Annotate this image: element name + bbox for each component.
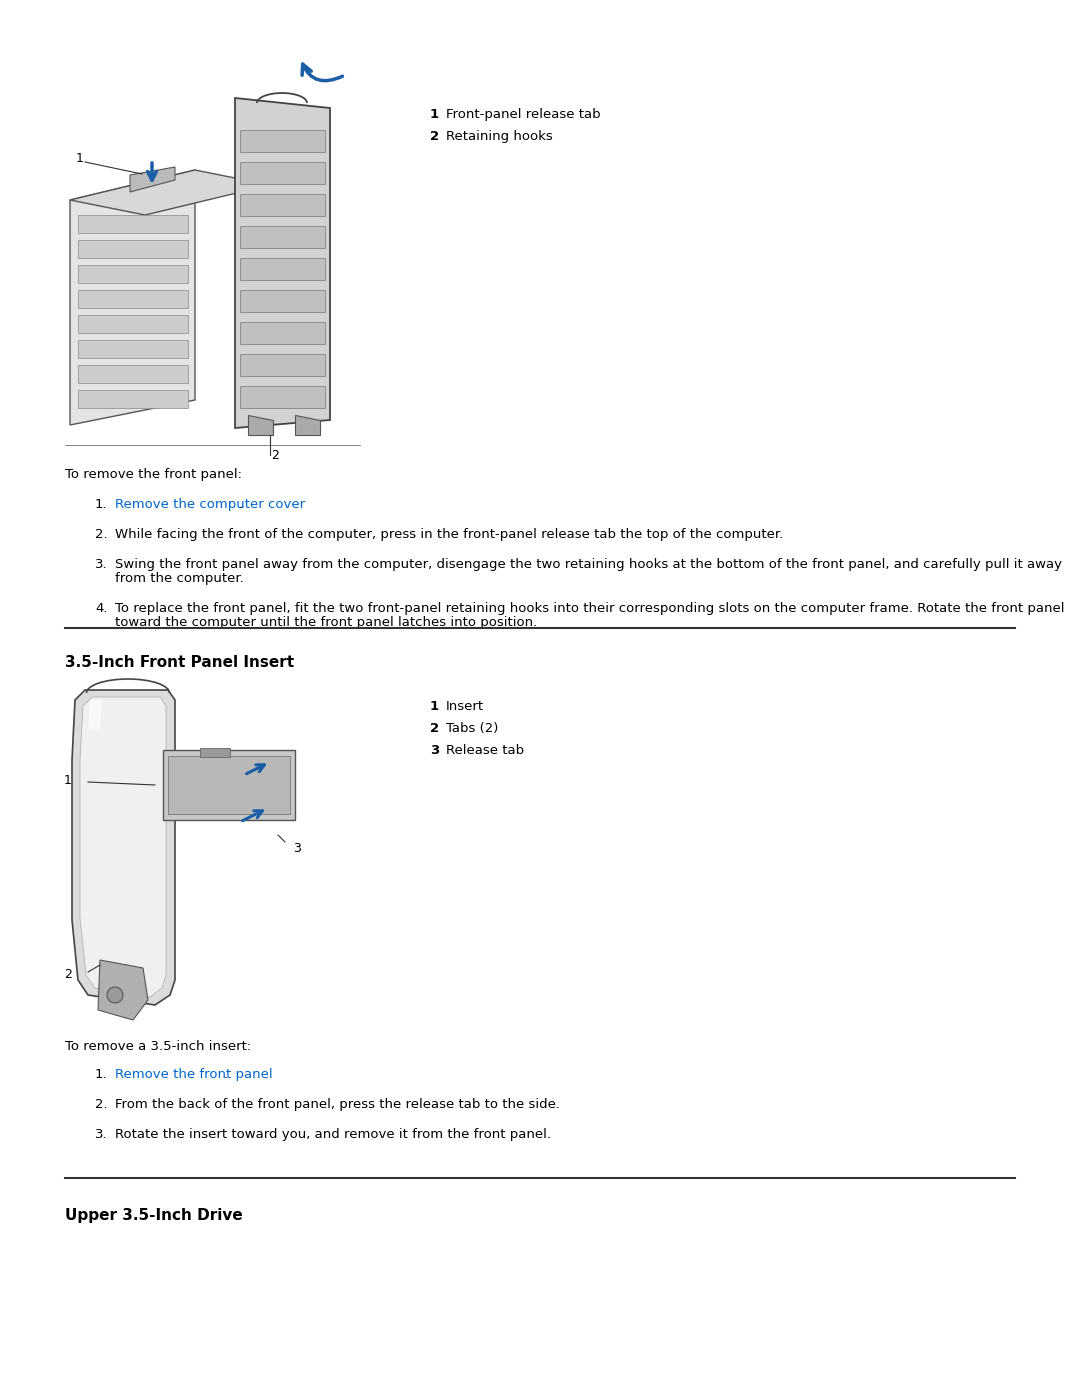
Text: .: . [224, 1067, 228, 1081]
Circle shape [107, 988, 123, 1003]
Polygon shape [295, 415, 320, 434]
Text: toward the computer until the front panel latches into position.: toward the computer until the front pane… [114, 616, 537, 629]
Polygon shape [87, 700, 102, 731]
Polygon shape [240, 353, 325, 376]
Text: Upper 3.5-Inch Drive: Upper 3.5-Inch Drive [65, 1208, 243, 1222]
Polygon shape [240, 162, 325, 184]
Polygon shape [240, 194, 325, 217]
Polygon shape [235, 98, 330, 427]
Text: Insert: Insert [446, 700, 484, 712]
Text: To remove a 3.5-inch insert:: To remove a 3.5-inch insert: [65, 1039, 252, 1053]
Text: 3.: 3. [95, 557, 108, 571]
Polygon shape [163, 750, 295, 820]
Text: 1.: 1. [95, 1067, 108, 1081]
Text: From the back of the front panel, press the release tab to the side.: From the back of the front panel, press … [114, 1098, 561, 1111]
Text: 1.: 1. [95, 497, 108, 511]
Text: 2.: 2. [95, 528, 108, 541]
Text: 1: 1 [430, 108, 440, 122]
Text: 1: 1 [76, 151, 84, 165]
Polygon shape [78, 291, 188, 307]
Polygon shape [78, 314, 188, 332]
Text: 3.5-Inch Front Panel Insert: 3.5-Inch Front Panel Insert [65, 655, 294, 671]
Polygon shape [70, 170, 195, 425]
Text: 3: 3 [293, 841, 301, 855]
Text: Remove the front panel: Remove the front panel [114, 1067, 272, 1081]
Text: 1: 1 [64, 774, 72, 787]
Polygon shape [240, 130, 325, 152]
Text: 2.: 2. [95, 1098, 108, 1111]
Text: To replace the front panel, fit the two front-panel retaining hooks into their c: To replace the front panel, fit the two … [114, 602, 1065, 615]
Text: Swing the front panel away from the computer, disengage the two retaining hooks : Swing the front panel away from the comp… [114, 557, 1062, 571]
Polygon shape [72, 690, 175, 1004]
Text: 2: 2 [430, 722, 440, 735]
Polygon shape [240, 291, 325, 312]
Text: Release tab: Release tab [446, 745, 524, 757]
Text: 2: 2 [271, 448, 279, 462]
Polygon shape [78, 265, 188, 284]
Text: from the computer.: from the computer. [114, 571, 244, 585]
Text: Front-panel release tab: Front-panel release tab [446, 108, 600, 122]
Polygon shape [78, 215, 188, 233]
Text: To remove the front panel:: To remove the front panel: [65, 468, 242, 481]
Text: Retaining hooks: Retaining hooks [446, 130, 553, 142]
Polygon shape [240, 258, 325, 279]
FancyArrowPatch shape [302, 64, 342, 81]
Polygon shape [130, 168, 175, 191]
Polygon shape [78, 365, 188, 383]
Text: Rotate the insert toward you, and remove it from the front panel.: Rotate the insert toward you, and remove… [114, 1127, 551, 1141]
Text: Remove the computer cover: Remove the computer cover [114, 497, 306, 511]
Polygon shape [240, 226, 325, 249]
Polygon shape [70, 170, 270, 215]
Polygon shape [248, 415, 273, 434]
Text: 1: 1 [430, 700, 440, 712]
Text: 3.: 3. [95, 1127, 108, 1141]
Polygon shape [78, 240, 188, 258]
Text: .: . [239, 497, 243, 511]
Text: Tabs (2): Tabs (2) [446, 722, 498, 735]
Polygon shape [78, 339, 188, 358]
Polygon shape [80, 697, 166, 997]
Text: 2: 2 [64, 968, 72, 982]
Text: 4.: 4. [95, 602, 108, 615]
Polygon shape [240, 321, 325, 344]
Text: While facing the front of the computer, press in the front-panel release tab the: While facing the front of the computer, … [114, 528, 783, 541]
Polygon shape [78, 390, 188, 408]
Polygon shape [200, 747, 230, 757]
Text: 3: 3 [430, 745, 440, 757]
Text: 2: 2 [430, 130, 440, 142]
Polygon shape [240, 386, 325, 408]
Polygon shape [168, 756, 291, 814]
Polygon shape [98, 960, 148, 1020]
